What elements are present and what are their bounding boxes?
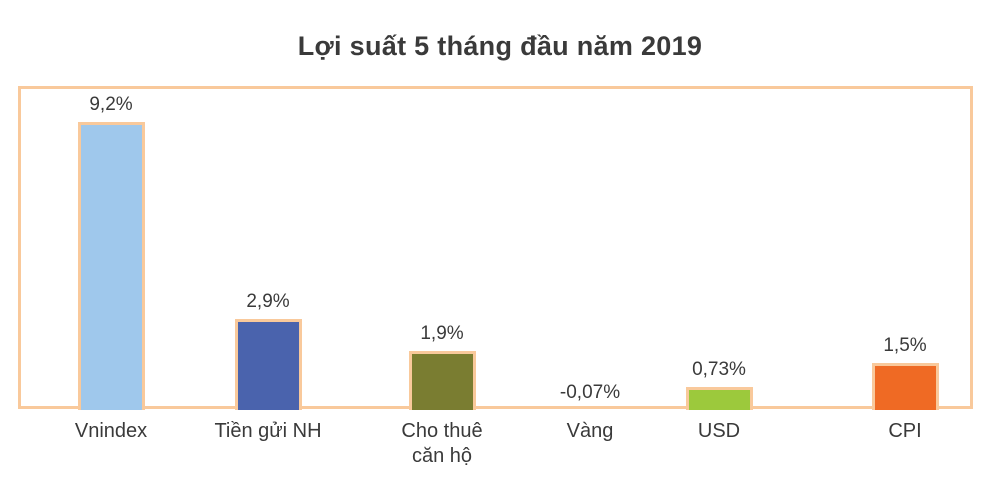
bar-5 bbox=[685, 387, 753, 410]
value-label: 0,73% bbox=[692, 359, 746, 380]
category-label: Tiền gửi NH bbox=[214, 420, 322, 442]
chart-title: Lợi suất 5 tháng đầu năm 2019 bbox=[297, 31, 703, 61]
category-label: USD bbox=[697, 420, 741, 442]
bar-3 bbox=[408, 351, 476, 410]
category-label: Cho thuê căn hộ bbox=[401, 420, 483, 467]
value-label: 9,2% bbox=[89, 94, 133, 115]
category-label: Vàng bbox=[566, 420, 614, 442]
category-label: Vnindex bbox=[74, 420, 148, 442]
bar-1 bbox=[77, 122, 145, 410]
value-label: 1,9% bbox=[420, 323, 464, 344]
value-label: 2,9% bbox=[246, 291, 290, 312]
category-label: CPI bbox=[888, 420, 922, 442]
value-label: -0,07% bbox=[559, 382, 621, 403]
bar-6 bbox=[871, 363, 939, 410]
value-label: 1,5% bbox=[883, 335, 927, 356]
bar-2 bbox=[234, 319, 302, 410]
chart-frame bbox=[18, 86, 973, 409]
